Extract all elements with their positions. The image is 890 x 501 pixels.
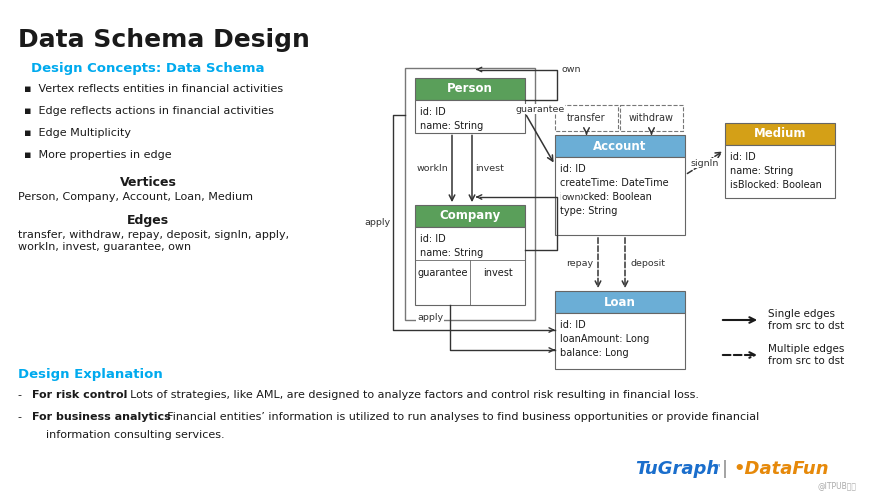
Text: apply: apply — [364, 218, 390, 227]
Bar — [415, 78, 525, 100]
Text: id: ID: id: ID — [730, 151, 756, 161]
Bar — [415, 227, 525, 305]
Text: Medium: Medium — [754, 127, 806, 140]
Text: Person, Company, Account, Loan, Medium: Person, Company, Account, Loan, Medium — [18, 192, 253, 202]
Text: For business analytics: For business analytics — [32, 412, 171, 422]
Text: id: ID: id: ID — [420, 107, 446, 117]
Bar — [405, 68, 535, 320]
Text: isBlocked: Boolean: isBlocked: Boolean — [730, 179, 821, 189]
Text: Design Explanation: Design Explanation — [18, 368, 163, 381]
Text: information consulting services.: information consulting services. — [46, 430, 224, 440]
Text: id: ID: id: ID — [560, 320, 586, 330]
Text: type: String: type: String — [560, 206, 618, 216]
Text: balance: Long: balance: Long — [560, 348, 628, 358]
Text: repay: repay — [566, 259, 594, 268]
Text: Single edges
from src to dst: Single edges from src to dst — [768, 309, 845, 331]
Bar — [415, 205, 525, 227]
Text: createTime: DateTime: createTime: DateTime — [560, 178, 668, 188]
Text: @ITPUB博客: @ITPUB博客 — [818, 481, 857, 490]
Text: guarantee: guarantee — [515, 105, 564, 114]
Text: id: ID: id: ID — [560, 164, 586, 174]
Text: ▪  Edge Multiplicity: ▪ Edge Multiplicity — [24, 128, 131, 138]
Text: apply: apply — [417, 313, 443, 322]
Text: TuGraph: TuGraph — [635, 460, 719, 478]
Text: invest: invest — [482, 268, 513, 278]
Text: Person: Person — [447, 82, 493, 95]
Text: name: String: name: String — [730, 165, 793, 175]
Bar — [620, 105, 683, 131]
Text: For risk control: For risk control — [32, 390, 127, 400]
Text: Edges: Edges — [127, 214, 169, 227]
Text: loanAmount: Long: loanAmount: Long — [560, 334, 649, 344]
Text: Multiple edges
from src to dst: Multiple edges from src to dst — [768, 344, 845, 366]
Text: deposit: deposit — [630, 259, 666, 268]
Text: id: ID: id: ID — [420, 234, 446, 244]
Text: isBlocked: Boolean: isBlocked: Boolean — [560, 192, 651, 202]
Text: name: String: name: String — [420, 248, 483, 258]
Text: Vertices: Vertices — [119, 176, 176, 189]
Bar — [725, 123, 835, 144]
Text: Data Schema Design: Data Schema Design — [18, 28, 310, 52]
Text: Design Concepts: Data Schema: Design Concepts: Data Schema — [31, 62, 264, 75]
Text: signIn: signIn — [691, 158, 719, 167]
Bar — [415, 100, 525, 132]
Text: ▪  More properties in edge: ▪ More properties in edge — [24, 150, 172, 160]
Text: invest: invest — [475, 164, 505, 173]
Text: ▪  Vertex reflects entities in financial activities: ▪ Vertex reflects entities in financial … — [24, 84, 283, 94]
Text: •DataFun: •DataFun — [733, 460, 829, 478]
Text: transfer: transfer — [567, 113, 606, 123]
Text: |: | — [722, 460, 728, 478]
Text: -: - — [18, 390, 29, 400]
Bar — [555, 157, 685, 235]
Bar — [555, 135, 685, 157]
Bar — [555, 291, 685, 313]
Text: guarantee: guarantee — [417, 268, 468, 278]
Text: ™: ™ — [712, 462, 722, 472]
Text: -: - — [18, 412, 29, 422]
Bar — [555, 105, 618, 131]
Text: workIn: workIn — [417, 164, 448, 173]
Text: . Lots of strategies, like AML, are designed to analyze factors and control risk: . Lots of strategies, like AML, are desi… — [123, 390, 699, 400]
Text: withdraw: withdraw — [629, 113, 674, 123]
Bar — [555, 313, 685, 369]
Bar — [725, 144, 835, 197]
Text: Loan: Loan — [604, 296, 636, 309]
Text: name: String: name: String — [420, 121, 483, 130]
Text: Account: Account — [594, 139, 647, 152]
Text: own: own — [562, 192, 581, 201]
Text: . Financial entities’ information is utilized to run analyses to find business o: . Financial entities’ information is uti… — [160, 412, 759, 422]
Text: ▪  Edge reflects actions in financial activities: ▪ Edge reflects actions in financial act… — [24, 106, 274, 116]
Text: Company: Company — [440, 209, 500, 222]
Text: transfer, withdraw, repay, deposit, signIn, apply,
workIn, invest, guarantee, ow: transfer, withdraw, repay, deposit, sign… — [18, 230, 289, 252]
Text: own: own — [562, 65, 581, 74]
